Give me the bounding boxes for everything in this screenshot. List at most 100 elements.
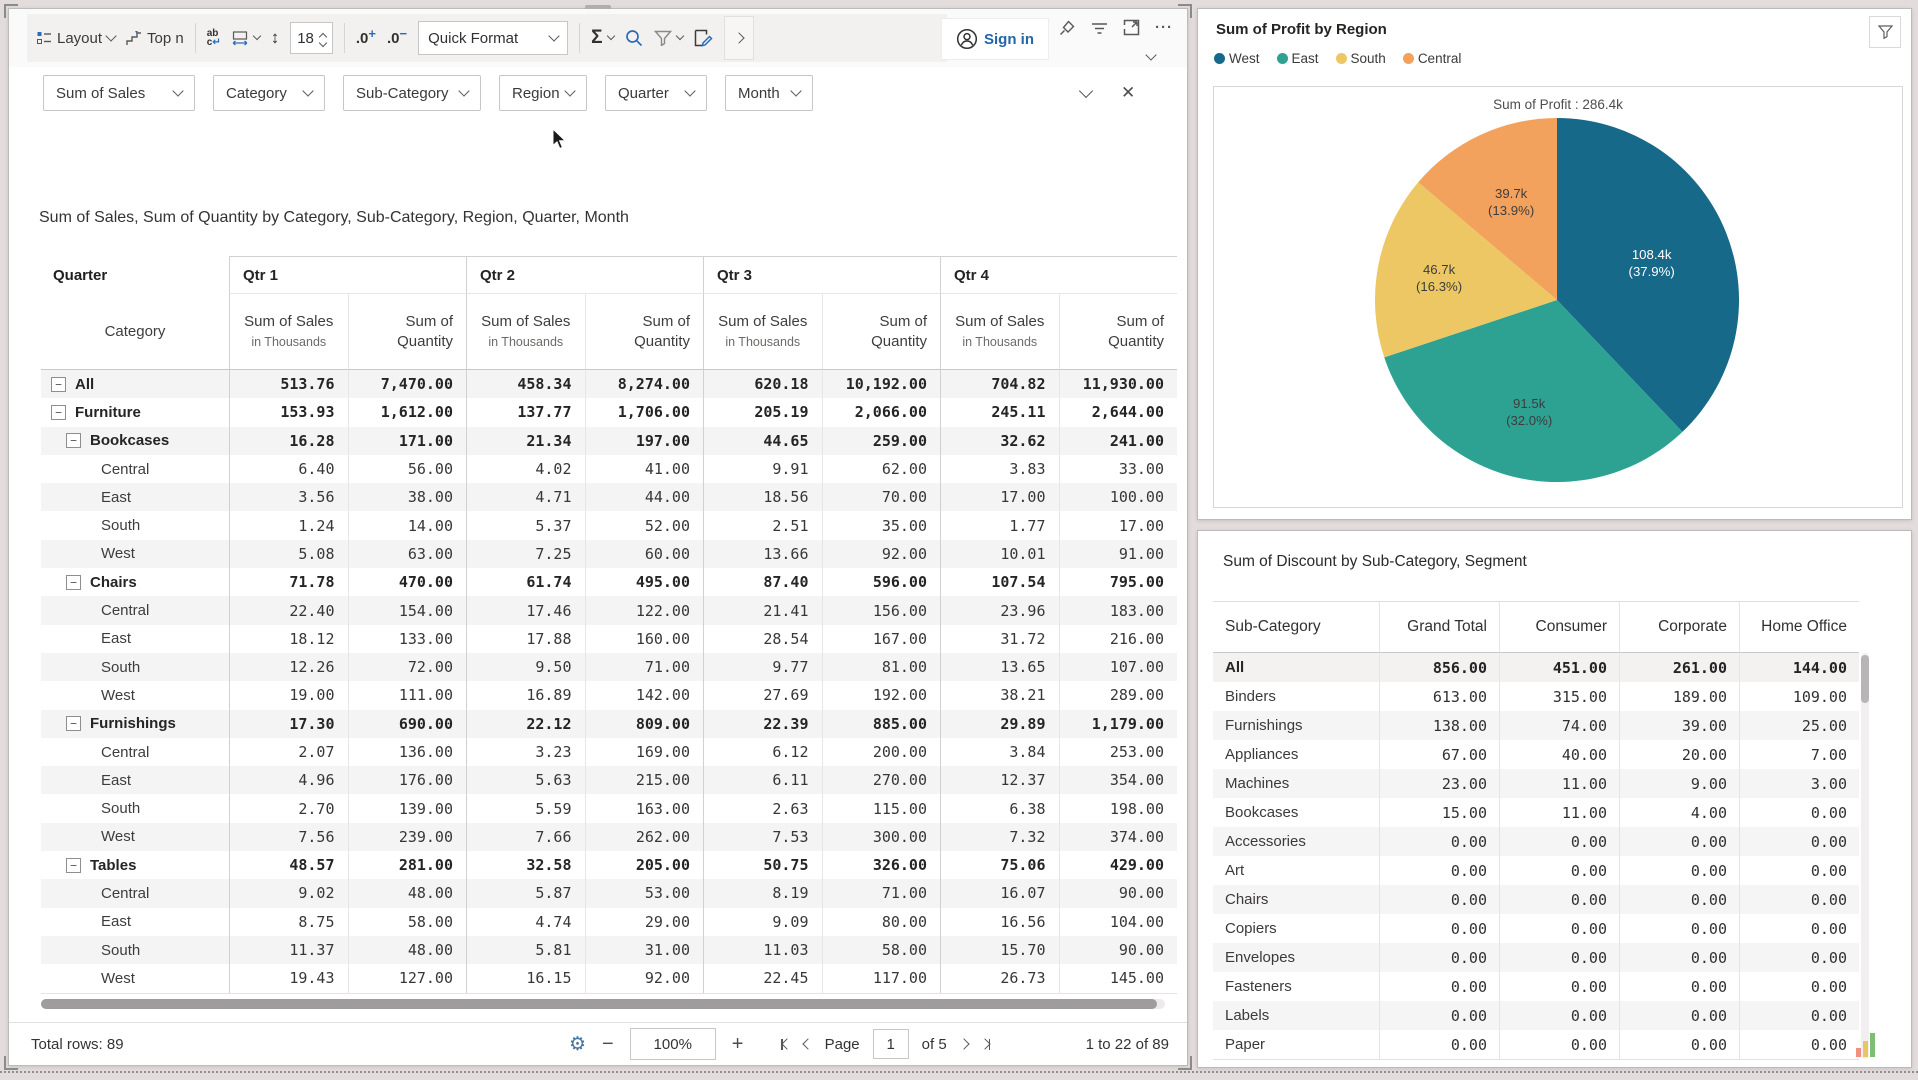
selection-handle-top-left[interactable] — [4, 4, 18, 18]
discount-row-label[interactable]: Accessories — [1213, 827, 1379, 856]
legend-item-central[interactable]: Central — [1402, 51, 1461, 66]
font-size-stepper[interactable]: 18 — [290, 22, 333, 54]
discount-row-label[interactable]: Paper — [1225, 1036, 1266, 1053]
discount-row-label[interactable]: Appliances — [1225, 746, 1299, 763]
sign-in-button[interactable]: Sign in — [941, 18, 1049, 60]
pivot-row-label[interactable]: South — [41, 935, 229, 965]
pin-icon[interactable] — [1059, 19, 1076, 36]
font-size-spinner[interactable] — [318, 30, 328, 48]
quick-format-dropdown[interactable]: Quick Format — [418, 21, 569, 55]
collapse-icon[interactable]: − — [66, 574, 81, 590]
last-page-button[interactable] — [979, 1038, 991, 1050]
discount-row-label[interactable]: Bookcases — [1225, 804, 1299, 821]
zoom-level-input[interactable]: 100% — [629, 1028, 716, 1060]
legend-item-west[interactable]: West — [1214, 51, 1260, 66]
horizontal-scrollbar[interactable] — [41, 999, 1165, 1009]
discount-row-label[interactable]: Envelopes — [1213, 943, 1379, 972]
collapse-icon[interactable]: − — [66, 433, 81, 449]
collapse-icon[interactable]: − — [66, 716, 81, 732]
pivot-quarter-header[interactable]: Qtr 3 — [703, 256, 940, 294]
selection-handle-bottom-right[interactable] — [1178, 1056, 1192, 1070]
pivot-row-label[interactable]: South — [101, 517, 141, 535]
field-chip-month[interactable]: Month — [725, 75, 813, 111]
discount-column-header[interactable]: Sub-Category — [1213, 601, 1379, 653]
search-button[interactable] — [625, 29, 643, 47]
pivot-row-label[interactable]: Central — [41, 879, 229, 908]
discount-row-label[interactable]: Labels — [1213, 1001, 1379, 1030]
gear-icon[interactable]: ⚙ — [569, 1033, 587, 1055]
horizontal-scrollbar-thumb[interactable] — [41, 999, 1157, 1009]
pivot-row-label[interactable]: − All — [41, 370, 229, 399]
discount-column-header[interactable]: Consumer — [1499, 601, 1619, 653]
pivot-quarter-header[interactable]: Qtr 2 — [466, 256, 703, 294]
collapse-icon[interactable]: − — [51, 404, 66, 420]
discount-row-label[interactable]: Furnishings — [1213, 711, 1379, 740]
pivot-row-label[interactable]: − Bookcases — [41, 426, 229, 455]
first-page-button[interactable] — [780, 1038, 793, 1050]
vertical-scrollbar[interactable] — [1861, 653, 1869, 1059]
discount-row-label[interactable]: Chairs — [1213, 885, 1379, 914]
legend-item-east[interactable]: East — [1276, 51, 1319, 66]
next-page-button[interactable] — [958, 1038, 970, 1050]
collapse-icon[interactable]: − — [66, 857, 81, 873]
column-width-button[interactable] — [232, 30, 261, 46]
vertical-scrollbar-thumb[interactable] — [1861, 655, 1869, 703]
previous-page-button[interactable] — [801, 1038, 814, 1050]
more-options-icon[interactable]: ··· — [1155, 19, 1173, 36]
pivot-quarter-header[interactable]: Qtr 4 — [940, 256, 1177, 294]
row-height-button[interactable]: ↕ — [271, 28, 280, 48]
pie-slice-central[interactable] — [1418, 118, 1557, 300]
field-chip-region[interactable]: Region — [499, 75, 587, 111]
pivot-row-label[interactable]: East — [41, 766, 229, 795]
pivot-row-label[interactable]: West — [41, 822, 229, 852]
collapse-toolbar-icon[interactable] — [1145, 49, 1157, 61]
pivot-row-label[interactable]: South — [101, 800, 141, 818]
pivot-row-label[interactable]: East — [41, 483, 229, 512]
pivot-row-label[interactable]: East — [101, 630, 132, 648]
pivot-row-label[interactable]: − Furniture — [41, 398, 229, 426]
discount-column-header[interactable]: Home Office — [1739, 601, 1859, 653]
wrap-text-button[interactable]: ab c↵ — [207, 29, 221, 48]
visual-filter-button[interactable] — [1869, 16, 1901, 48]
pivot-row-label[interactable]: West — [41, 539, 229, 569]
pivot-measure-header-quantity[interactable]: Sum of Quantity — [1058, 294, 1177, 370]
discount-column-header[interactable]: Corporate — [1619, 601, 1739, 653]
selection-handle-bottom-left[interactable] — [4, 1056, 18, 1070]
discount-row-label[interactable]: Binders — [1225, 688, 1276, 705]
pivot-row-label[interactable]: West — [101, 969, 135, 987]
collapse-field-well-icon[interactable] — [1078, 83, 1094, 99]
pivot-row-label[interactable]: Central — [101, 743, 150, 761]
decrease-decimal-button[interactable]: .0− — [387, 25, 408, 47]
pivot-row-label[interactable]: West — [101, 686, 135, 704]
pivot-quarter-header[interactable]: Qtr 1 — [229, 256, 466, 294]
page-number-input[interactable]: 1 — [872, 1029, 909, 1059]
field-chip-sum-of-sales[interactable]: Sum of Sales — [43, 75, 195, 111]
field-chip-sub-category[interactable]: Sub-Category — [343, 75, 481, 111]
focus-mode-icon[interactable] — [1123, 19, 1140, 36]
discount-row-label[interactable]: Copiers — [1225, 920, 1277, 937]
discount-row-label[interactable]: Machines — [1213, 769, 1379, 798]
filter-button[interactable] — [653, 30, 684, 46]
edit-report-button[interactable] — [694, 29, 713, 47]
field-chip-category[interactable]: Category — [213, 75, 325, 111]
pivot-row-label[interactable]: South — [41, 652, 229, 682]
pivot-measure-header-sales[interactable]: Sum of Sales in Thousands — [229, 294, 348, 370]
top-n-button[interactable]: Top n — [126, 30, 184, 47]
pivot-measure-header-sales[interactable]: Sum of Sales in Thousands — [703, 294, 822, 370]
collapse-icon[interactable]: − — [51, 376, 66, 392]
pivot-measure-header-quantity[interactable]: Sum of Quantity — [821, 294, 940, 370]
pie-slice-south[interactable] — [1375, 182, 1557, 358]
pivot-row-label[interactable]: − Chairs — [41, 568, 229, 596]
pivot-row-label[interactable]: − Tables — [41, 851, 229, 879]
pivot-measure-header-quantity[interactable]: Sum of Quantity — [347, 294, 466, 370]
layout-button[interactable]: Layout — [37, 30, 117, 47]
pivot-row-label[interactable]: East — [101, 913, 132, 931]
pivot-measure-header-sales[interactable]: Sum of Sales in Thousands — [466, 294, 585, 370]
discount-column-header[interactable]: Grand Total — [1379, 601, 1499, 653]
discount-row-label[interactable]: Art — [1225, 862, 1245, 879]
field-chip-quarter[interactable]: Quarter — [605, 75, 707, 111]
pivot-row-label[interactable]: Central — [41, 596, 229, 625]
discount-row-label[interactable]: All — [1213, 653, 1379, 682]
zoom-in-button[interactable]: + — [731, 1032, 744, 1055]
pie-slice-west[interactable] — [1557, 118, 1739, 432]
